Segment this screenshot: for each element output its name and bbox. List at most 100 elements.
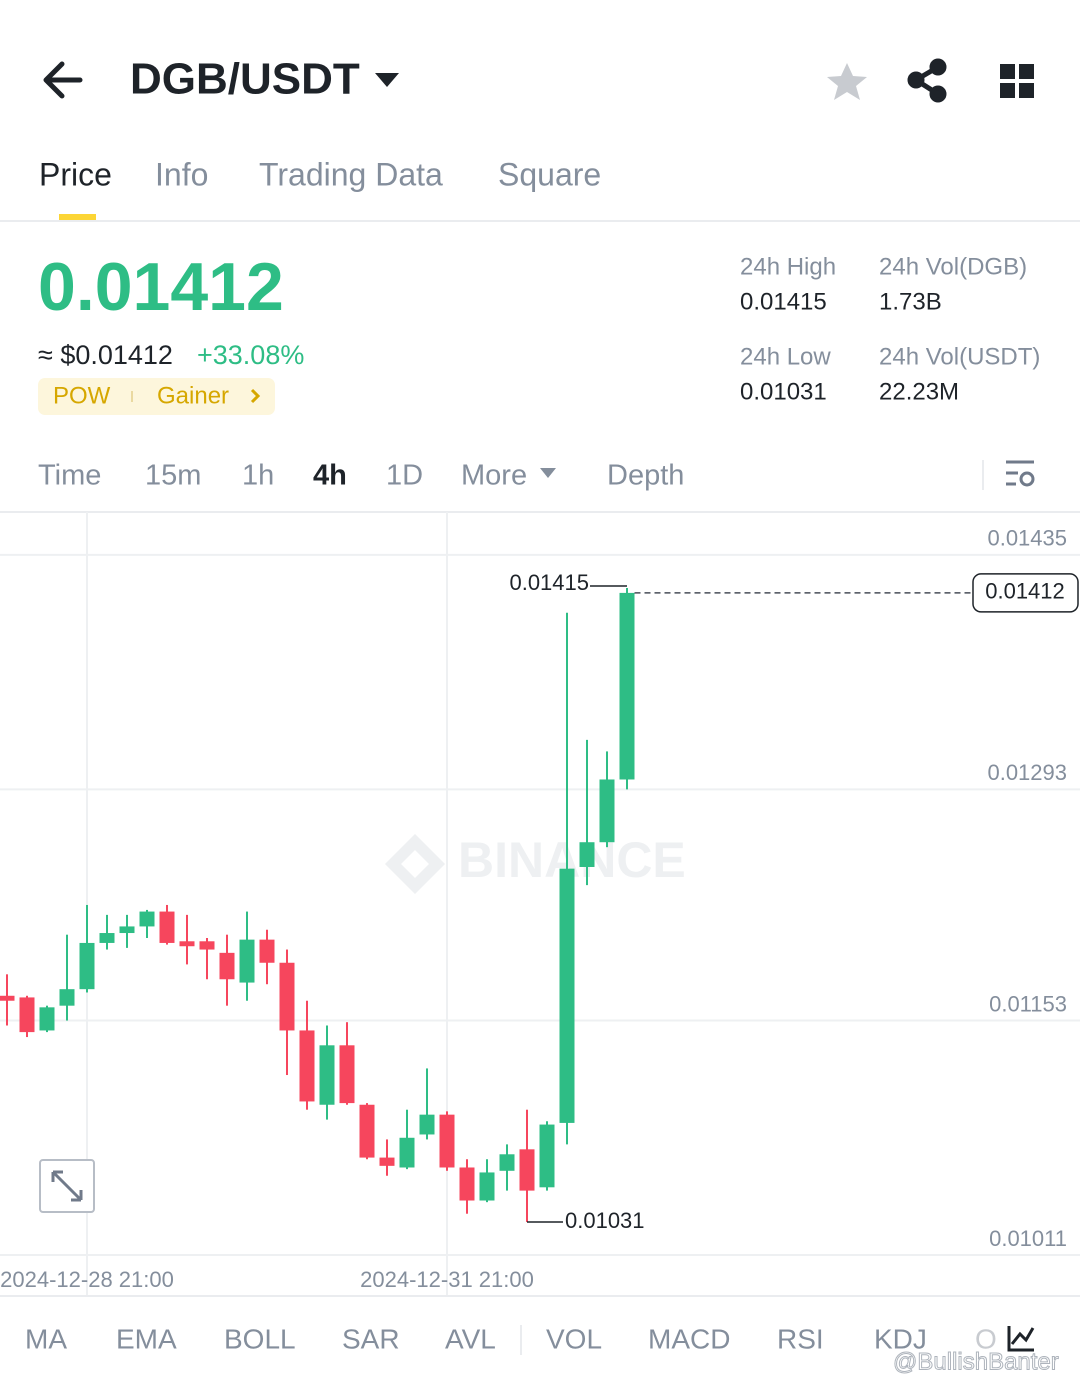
share-dot (929, 85, 947, 103)
indicator[interactable]: VOL (546, 1323, 602, 1354)
x-tick-label: 2024-12-28 21:00 (0, 1267, 174, 1292)
stat-label: 24h Vol(USDT) (879, 343, 1040, 370)
candlestick-chart: 0.01011 0.01153 0.01293 0.01435 2024-12-28 2… (0, 512, 1080, 1295)
share-icon[interactable] (907, 58, 947, 103)
tag-box[interactable] (38, 378, 275, 415)
candle-body (559, 868, 575, 1123)
candle-body (619, 592, 635, 780)
stat-value: 0.01415 (740, 288, 827, 315)
divider (0, 1295, 1080, 1297)
back-button[interactable] (43, 61, 83, 99)
candle-body (459, 1167, 475, 1201)
candle-body (279, 962, 295, 1031)
candle-body (319, 1045, 335, 1105)
candle-body (359, 1104, 375, 1158)
candle-body (519, 1149, 535, 1191)
grid-cell (1000, 83, 1015, 98)
candle-body (119, 926, 135, 934)
expand-arrow (51, 1170, 83, 1202)
candle-body (379, 1157, 395, 1166)
candle-body (0, 995, 15, 1001)
tab[interactable]: Price (39, 156, 112, 192)
interval[interactable]: Time (38, 460, 101, 492)
candle-body (79, 942, 95, 990)
interval[interactable]: 15m (145, 460, 201, 492)
candle-body (339, 1045, 355, 1104)
last-price-label: 0.01412 (985, 579, 1065, 604)
last-price: 0.01412 (38, 249, 284, 325)
indicator[interactable]: SAR (342, 1323, 400, 1354)
y-tick-label: 0.01435 (987, 526, 1067, 551)
grid-cell (1019, 64, 1034, 79)
candle-body (199, 941, 215, 950)
candle-body (239, 939, 255, 983)
x-tick-label: 2024-12-31 21:00 (360, 1267, 534, 1292)
tab[interactable]: Square (498, 156, 601, 192)
candle-body (479, 1172, 495, 1201)
candle-body (299, 1030, 315, 1102)
share-dot (929, 58, 947, 76)
watermark-logo (385, 834, 445, 894)
last-price-box (972, 573, 1079, 613)
candle-body (159, 911, 175, 943)
tag-chevron (250, 388, 261, 404)
indicator[interactable]: BOLL (224, 1323, 296, 1354)
icon-gear (1019, 471, 1035, 487)
candle-body (39, 1007, 55, 1031)
more-caret[interactable] (540, 468, 556, 478)
approx-price: ≈ $0.01412 (38, 340, 173, 370)
price-change: +33.08% (197, 340, 304, 370)
grid-menu-icon[interactable] (1000, 64, 1034, 98)
tag: Gainer (157, 382, 229, 409)
indicator[interactable]: MACD (648, 1323, 730, 1354)
pair-caret[interactable] (375, 73, 399, 87)
high-annotation: 0.01415 (509, 570, 589, 595)
stat-value: 0.01031 (740, 378, 827, 405)
indicator[interactable]: EMA (116, 1323, 177, 1354)
y-tick-label: 0.01153 (989, 991, 1067, 1016)
indicator[interactable]: RSI (777, 1323, 824, 1354)
candle-body (139, 911, 155, 927)
interval[interactable]: More (461, 460, 527, 492)
favorite-star[interactable] (827, 63, 867, 100)
chart-settings-icon[interactable] (1006, 460, 1035, 487)
indicator[interactable]: AVL (445, 1323, 496, 1354)
candle-body (59, 989, 75, 1006)
candle-body (419, 1114, 435, 1135)
interval[interactable]: 4h (313, 460, 347, 492)
expand-button[interactable] (39, 1159, 95, 1213)
pair-title[interactable]: DGB/USDT (130, 55, 360, 104)
candle-body (599, 779, 615, 843)
candle-body (99, 933, 115, 943)
candle-body (19, 997, 35, 1033)
back-arrow (43, 61, 83, 99)
y-tick-label: 0.01293 (987, 760, 1067, 785)
divider (0, 220, 1080, 222)
stat-label: 24h High (740, 253, 836, 280)
tab-indicator (59, 214, 96, 220)
candle-body (439, 1114, 455, 1168)
candle-body (499, 1154, 515, 1171)
indicator[interactable]: KDJ (874, 1323, 927, 1354)
divider (0, 511, 1080, 513)
candle-body (539, 1124, 555, 1188)
stat-label: 24h Vol(DGB) (879, 253, 1027, 280)
share-dot (907, 71, 925, 89)
interval[interactable]: 1D (386, 460, 423, 492)
y-tick-label: 0.01011 (989, 1226, 1067, 1251)
interval[interactable]: 1h (242, 460, 274, 492)
low-annotation: 0.01031 (565, 1208, 645, 1233)
indicator[interactable]: MA (25, 1323, 67, 1354)
indicator-settings-icon[interactable] (1007, 1326, 1035, 1352)
indicator[interactable]: O (975, 1323, 997, 1354)
interval[interactable]: Depth (607, 460, 684, 492)
candle-body (399, 1137, 415, 1168)
tab[interactable]: Info (155, 156, 208, 192)
candle-body (219, 952, 235, 980)
candle-body (579, 842, 595, 867)
tab[interactable]: Trading Data (259, 156, 443, 192)
stat-label: 24h Low (740, 343, 831, 370)
candle-body (179, 941, 195, 947)
grid-cell (1019, 83, 1034, 98)
